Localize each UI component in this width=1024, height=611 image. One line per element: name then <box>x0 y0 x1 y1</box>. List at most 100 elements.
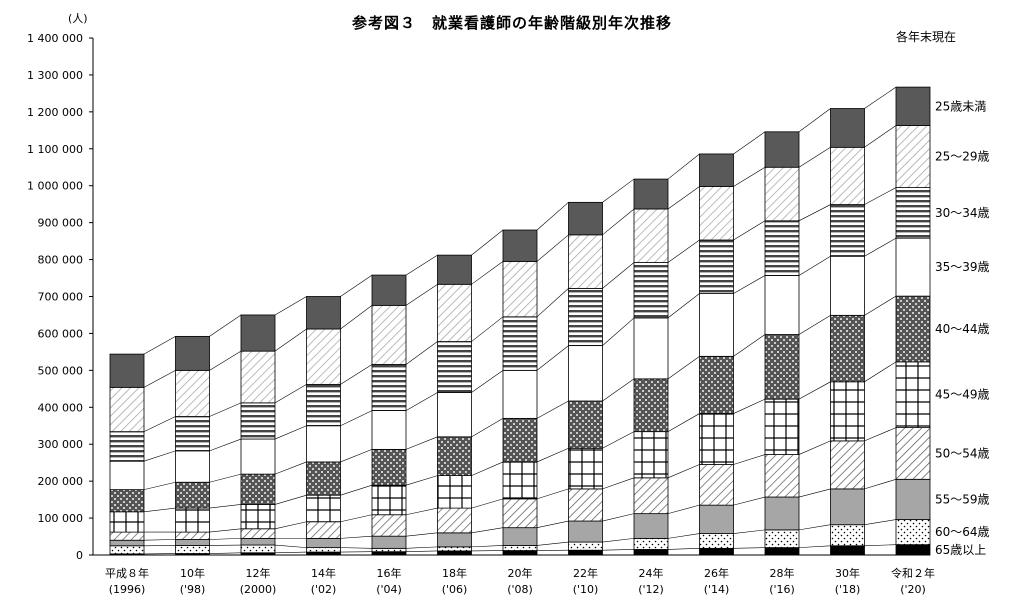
bar-segment <box>830 314 865 383</box>
bar-segment <box>109 460 145 491</box>
x-tick-label-year: ('08) <box>507 583 533 596</box>
bar-segment <box>699 533 734 549</box>
connector-line <box>733 131 766 155</box>
connector-line <box>536 488 569 500</box>
connector-line <box>864 479 897 490</box>
bar-segment <box>699 547 734 556</box>
bar-segment <box>895 478 931 520</box>
y-tick-label: 500 000 <box>38 364 84 377</box>
connector-line <box>864 427 897 442</box>
bar-segment <box>568 201 603 236</box>
bar-segment <box>371 410 407 450</box>
bar-segment <box>306 537 341 549</box>
bar-segment <box>699 186 734 241</box>
bar-segment <box>502 527 538 546</box>
bar-segment <box>568 447 603 490</box>
connector-line <box>667 293 700 319</box>
connector-line <box>340 547 373 549</box>
connector-line <box>274 296 307 316</box>
bar-segment <box>175 416 210 452</box>
connector-line <box>340 535 373 539</box>
bar-segment <box>502 369 538 419</box>
bar-segment <box>306 547 341 553</box>
x-tick-label: 12年 <box>246 566 271 580</box>
connector-line <box>602 378 635 402</box>
x-tick-label: 18年 <box>442 566 467 580</box>
connector-line <box>864 295 897 316</box>
bar-segment <box>109 545 145 555</box>
bar-segment <box>895 519 931 546</box>
bar-segment <box>764 334 800 400</box>
x-tick-label-year: ('98) <box>180 583 206 596</box>
y-tick-label: 700 000 <box>38 291 84 304</box>
connector-line <box>602 317 635 346</box>
x-tick-label: 14年 <box>311 566 336 580</box>
bar-segment <box>240 473 276 505</box>
bar-segment <box>437 475 472 509</box>
x-tick-label-year: ('20) <box>900 583 926 596</box>
bar-segment <box>830 545 865 556</box>
connector-line <box>733 454 766 465</box>
connector-line <box>340 410 373 427</box>
bar-segment <box>437 254 472 285</box>
connector-line <box>798 204 831 222</box>
legend-label: 55～59歳 <box>935 492 990 506</box>
connector-line <box>536 288 569 318</box>
connector-line <box>405 507 438 516</box>
bar-segment <box>633 262 669 319</box>
connector-line <box>340 274 373 297</box>
x-tick-label: 24年 <box>639 566 664 580</box>
connector-line <box>602 477 635 490</box>
bar-segment <box>109 539 145 547</box>
connector-line <box>733 220 766 241</box>
connector-line <box>274 461 307 475</box>
connector-line <box>471 461 504 476</box>
bar-segment <box>830 524 865 547</box>
connector-line <box>798 381 831 400</box>
x-tick-label-year: ('12) <box>638 583 664 596</box>
bar-segment <box>437 392 472 438</box>
bar-segment <box>764 166 800 222</box>
bar-segment <box>306 383 341 427</box>
connector-line <box>209 438 242 452</box>
bar-segment <box>437 341 472 393</box>
bar-segment <box>895 86 931 126</box>
bar-segment <box>371 448 407 486</box>
connector-line <box>471 418 504 438</box>
chart-note: 各年末現在 <box>895 30 956 44</box>
connector-line <box>602 262 635 289</box>
connector-line <box>209 402 242 417</box>
connector-line <box>340 484 373 496</box>
connector-line <box>405 254 438 276</box>
connector-line <box>864 187 897 205</box>
connector-line <box>143 481 176 490</box>
bar-segment <box>109 431 145 462</box>
y-tick-label: 1 100 000 <box>27 143 83 156</box>
bar-segment <box>895 427 931 480</box>
bar-segment <box>895 295 931 363</box>
y-tick-label: 1 000 000 <box>27 180 83 193</box>
x-tick-label-year: ('06) <box>442 583 468 596</box>
connector-line <box>536 202 569 231</box>
connector-line <box>798 255 831 276</box>
connector-line <box>798 488 831 498</box>
y-tick-label: 300 000 <box>38 438 84 451</box>
connector-line <box>667 504 700 514</box>
connector-line <box>667 413 700 432</box>
bar-segment <box>502 550 538 556</box>
x-tick-label-year: ('04) <box>376 583 402 596</box>
connector-line <box>602 178 635 203</box>
connector-line <box>864 361 897 383</box>
bar-segment <box>764 220 800 276</box>
bar-segment <box>895 187 931 239</box>
bar-segment <box>699 413 734 465</box>
bar-segment <box>699 464 734 506</box>
y-tick-label: 200 000 <box>38 475 84 488</box>
x-tick-label: 28年 <box>770 566 795 580</box>
bar-segment <box>437 550 472 556</box>
connector-line <box>274 494 307 505</box>
bar-segment <box>764 275 800 335</box>
bar-segment <box>175 450 210 483</box>
bar-segment <box>699 153 734 187</box>
